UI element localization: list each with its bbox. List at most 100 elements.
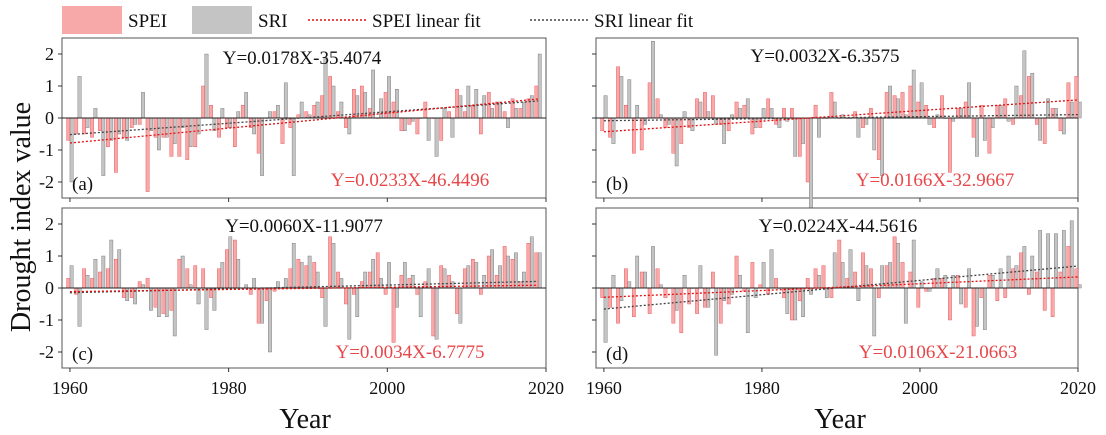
spei-bar — [114, 259, 118, 289]
sri-equation: Y=0.0178X-35.4074 — [223, 48, 382, 69]
sri-bar — [283, 82, 288, 119]
sri-bar — [635, 255, 640, 289]
spei-bar — [979, 287, 984, 298]
sri-bar — [109, 239, 114, 289]
spei-bar — [478, 287, 483, 295]
spei-bar — [225, 249, 229, 289]
sri-fit-line — [603, 265, 1079, 310]
spei-bar — [790, 287, 794, 321]
spei-bar — [74, 117, 79, 135]
sri-bar — [371, 69, 375, 119]
sri-bar — [236, 111, 241, 119]
spei-bar — [1074, 76, 1079, 119]
sri-bar — [418, 287, 423, 317]
spei-bar — [671, 117, 676, 154]
spei-bar — [600, 117, 605, 132]
sri-bar — [1054, 108, 1058, 119]
sri-bar — [260, 287, 264, 324]
spei-bar — [201, 85, 206, 119]
sri-bar — [793, 287, 798, 321]
sri-bar — [268, 111, 272, 119]
sri-bar — [809, 117, 813, 215]
sri-bar — [474, 262, 479, 289]
sri-bar — [651, 41, 655, 119]
spei-bar — [375, 252, 380, 289]
spei-bar — [663, 287, 668, 298]
spei-bar — [478, 117, 483, 135]
spei-bar — [876, 287, 881, 298]
spei-equation: Y=0.0166X-32.9667 — [856, 170, 1015, 191]
sri-fit-legend-label: SRI linear fit — [594, 11, 694, 32]
spei-bar — [518, 108, 523, 119]
sri-bar — [982, 117, 987, 141]
sri-bar — [753, 287, 758, 298]
sri-bar — [188, 117, 193, 147]
sri-bar — [698, 265, 703, 289]
sri-bar — [514, 108, 518, 119]
spei-bar — [90, 278, 94, 289]
spei-bar — [948, 287, 952, 321]
sri-bar — [347, 287, 352, 340]
sri-bar — [299, 262, 304, 289]
sri-bar — [117, 249, 122, 289]
spei-bar — [240, 104, 245, 119]
spei-bar — [987, 117, 992, 154]
spei-fit-line — [603, 99, 1079, 133]
spei-bar — [908, 85, 913, 119]
sri-bar — [1061, 117, 1066, 135]
sri-bar — [943, 275, 948, 289]
sri-bar — [101, 255, 106, 289]
spei-bar — [892, 236, 897, 289]
spei-bar — [169, 287, 174, 311]
sri-bar — [919, 82, 924, 119]
sri-bar — [1077, 284, 1082, 289]
spei-bar — [153, 117, 158, 138]
spei-bar — [1011, 117, 1015, 125]
spei-bar — [169, 117, 174, 157]
panel-b: (b) Y=0.0032X-6.3575 Y=0.0166X-32.9667 — [592, 37, 1082, 215]
sri-bar — [450, 117, 455, 138]
sri-bar — [817, 117, 821, 138]
sri-bar — [1069, 101, 1074, 119]
sri-bar — [363, 92, 368, 119]
sri-bar — [856, 117, 861, 138]
spei-bar — [948, 117, 952, 173]
sri-bar — [466, 265, 471, 289]
spei-bar — [1050, 108, 1055, 119]
spei-bar — [718, 287, 723, 324]
spei-bar — [766, 98, 771, 119]
sri-bar — [619, 287, 624, 302]
sri-bar — [236, 259, 241, 289]
spei-bar — [185, 117, 190, 160]
spei-bar — [518, 281, 523, 289]
spei-bar — [837, 239, 842, 289]
spei-bar — [534, 252, 539, 289]
sri-bar — [276, 104, 280, 119]
sri-bar — [1061, 230, 1066, 289]
spei-bar — [655, 98, 660, 119]
sri-bar — [212, 287, 217, 311]
spei-bar — [256, 287, 261, 324]
sri-bar — [896, 242, 900, 289]
sri-bar — [919, 281, 924, 289]
panel-label: (a) — [72, 174, 93, 195]
sri-bar — [698, 101, 703, 119]
sri-bar — [761, 108, 766, 119]
panel-label: (c) — [72, 344, 93, 365]
spei-bar — [391, 287, 396, 343]
spei-bar — [679, 287, 684, 333]
sri-fit-line — [603, 113, 1079, 122]
spei-bar — [616, 66, 620, 119]
spei-bar — [447, 111, 451, 119]
spei-bar — [711, 271, 715, 289]
spei-bar — [98, 117, 102, 132]
spei-bar — [407, 117, 412, 125]
sri-bar — [840, 262, 845, 289]
spei-bar — [415, 287, 420, 295]
spei-bar — [304, 265, 309, 289]
spei-bar — [1042, 117, 1047, 144]
spei-bar — [486, 92, 491, 119]
sri-bar — [244, 92, 249, 119]
sri-bar — [769, 108, 774, 119]
x-axis-title-right: Year — [814, 404, 866, 435]
